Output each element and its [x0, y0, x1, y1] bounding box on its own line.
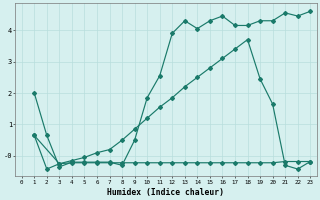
- X-axis label: Humidex (Indice chaleur): Humidex (Indice chaleur): [108, 188, 225, 197]
